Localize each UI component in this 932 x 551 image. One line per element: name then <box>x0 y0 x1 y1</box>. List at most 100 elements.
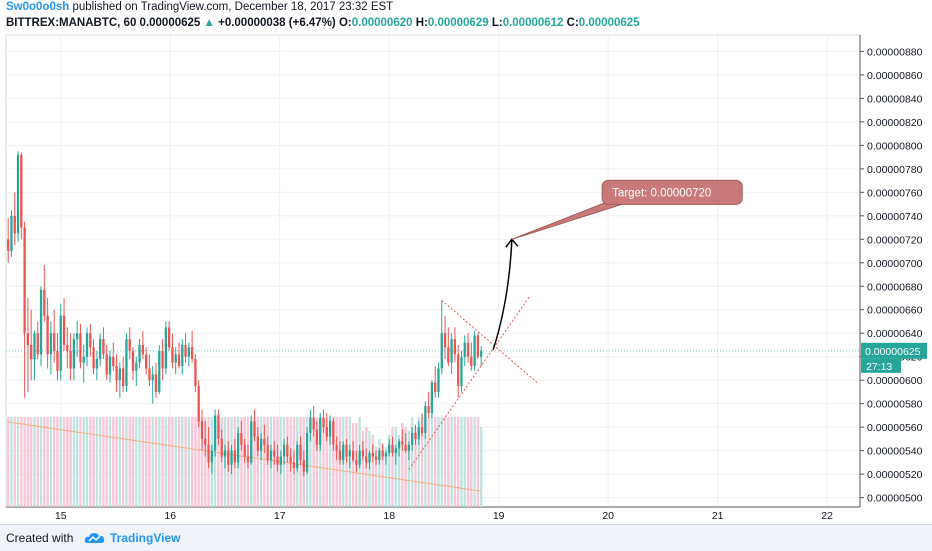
x-tick-label: 22 <box>821 510 833 522</box>
candle-body <box>384 452 388 457</box>
volume-bar <box>167 417 171 507</box>
candle-body <box>299 444 302 461</box>
volume-bar <box>115 417 118 507</box>
volume-bar <box>174 417 177 507</box>
y-tick-label: 0.00000660 <box>867 305 923 317</box>
candle-body <box>187 347 190 357</box>
volume-bar <box>397 435 401 507</box>
volume-bar <box>361 431 365 507</box>
candle-body <box>184 344 187 357</box>
volume-bar <box>430 417 434 507</box>
candle-body <box>263 438 266 445</box>
projection-arrow <box>492 239 513 350</box>
y-tick-label: 0.00000500 <box>867 493 923 505</box>
candle-body <box>112 356 115 367</box>
candle-body <box>13 215 16 234</box>
candle-body <box>7 239 10 252</box>
volume-bar <box>240 417 243 507</box>
candle-body <box>92 347 95 369</box>
candle-body <box>39 289 43 355</box>
volume-bar <box>62 417 66 507</box>
candle-body <box>164 327 168 369</box>
candle-body <box>250 421 253 463</box>
created-with-text: Created with <box>6 531 74 545</box>
volume-bar <box>309 417 312 507</box>
target-callout <box>601 179 743 205</box>
close-label: C: <box>566 17 579 29</box>
candle-body <box>72 339 76 369</box>
tradingview-cloud-icon[interactable] <box>84 531 106 545</box>
candle-body <box>16 154 20 234</box>
candle-body <box>394 448 397 453</box>
symbol-name: BITTREX:MANABTC, 60 <box>6 17 137 29</box>
volume-bar <box>112 417 115 507</box>
price-change: +0.00000038 (+6.47%) <box>218 17 336 29</box>
candle-body <box>95 359 99 369</box>
volume-bar <box>164 417 168 507</box>
candle-body <box>427 406 430 414</box>
volume-bar <box>388 435 391 507</box>
y-tick-label: 0.00000640 <box>867 328 923 340</box>
candle-body <box>358 450 361 465</box>
candle-body <box>335 444 338 451</box>
candle-body <box>315 429 319 445</box>
x-tick-label: 20 <box>602 510 614 522</box>
candle-body <box>115 366 118 381</box>
last-price: 0.00000625 <box>139 17 201 29</box>
volume-bar <box>7 417 10 507</box>
candle-body <box>269 450 273 461</box>
volume-bar <box>453 417 457 507</box>
volume-bar <box>95 417 99 507</box>
candle-body <box>230 450 233 465</box>
triangle-lower-line <box>408 296 530 470</box>
candle-body <box>348 450 351 457</box>
candle-body <box>33 333 36 360</box>
volume-bar <box>10 417 13 507</box>
candle-body <box>457 354 460 387</box>
open-label: O: <box>338 17 352 29</box>
volume-bar <box>148 417 151 507</box>
candle-body <box>82 356 85 363</box>
volume-bar <box>135 417 138 507</box>
candle-body <box>420 427 424 434</box>
candle-body <box>305 433 309 472</box>
candle-body <box>240 433 243 445</box>
volume-bar <box>30 417 33 507</box>
volume-bar <box>141 417 145 507</box>
volume-bar <box>401 423 404 507</box>
volume-bar <box>325 417 328 507</box>
volume-bar <box>128 417 131 507</box>
high-value: 0.00000629 <box>427 17 489 29</box>
candle-body <box>296 444 299 469</box>
candle-body <box>197 386 200 422</box>
volume-bar <box>108 417 112 507</box>
candle-body <box>151 374 154 381</box>
candle-body <box>447 347 450 363</box>
countdown-label: 27:13 <box>866 361 892 373</box>
candle-body <box>443 333 447 348</box>
volume-bar <box>470 417 473 507</box>
y-tick-label: 0.00000820 <box>867 117 923 129</box>
volume-bar <box>36 417 39 507</box>
volume-bar <box>381 443 384 507</box>
price-chart[interactable]: 0.00000500 0.00000520 0.00000540 0.00000560… <box>0 0 932 524</box>
volume-bar <box>374 447 378 507</box>
tradingview-brand-link[interactable]: TradingView <box>110 531 181 545</box>
volume-bar <box>437 417 440 507</box>
volume-bar <box>312 417 315 507</box>
candle-body <box>128 339 131 351</box>
candle-body <box>122 368 125 387</box>
high-label: H: <box>415 17 428 29</box>
x-tick-label: 18 <box>383 510 395 522</box>
volume-bar <box>253 417 256 507</box>
candle-body <box>243 444 246 457</box>
volume-bar <box>197 417 200 507</box>
candle-body <box>434 382 437 392</box>
candle-body <box>361 450 365 457</box>
y-tick-label: 0.00000700 <box>867 258 923 270</box>
volume-bar <box>332 417 335 507</box>
candle-body <box>217 415 220 439</box>
author-link[interactable]: Sw0o0o0sh <box>6 1 70 13</box>
candle-body <box>154 374 158 392</box>
candle-body <box>36 333 39 355</box>
